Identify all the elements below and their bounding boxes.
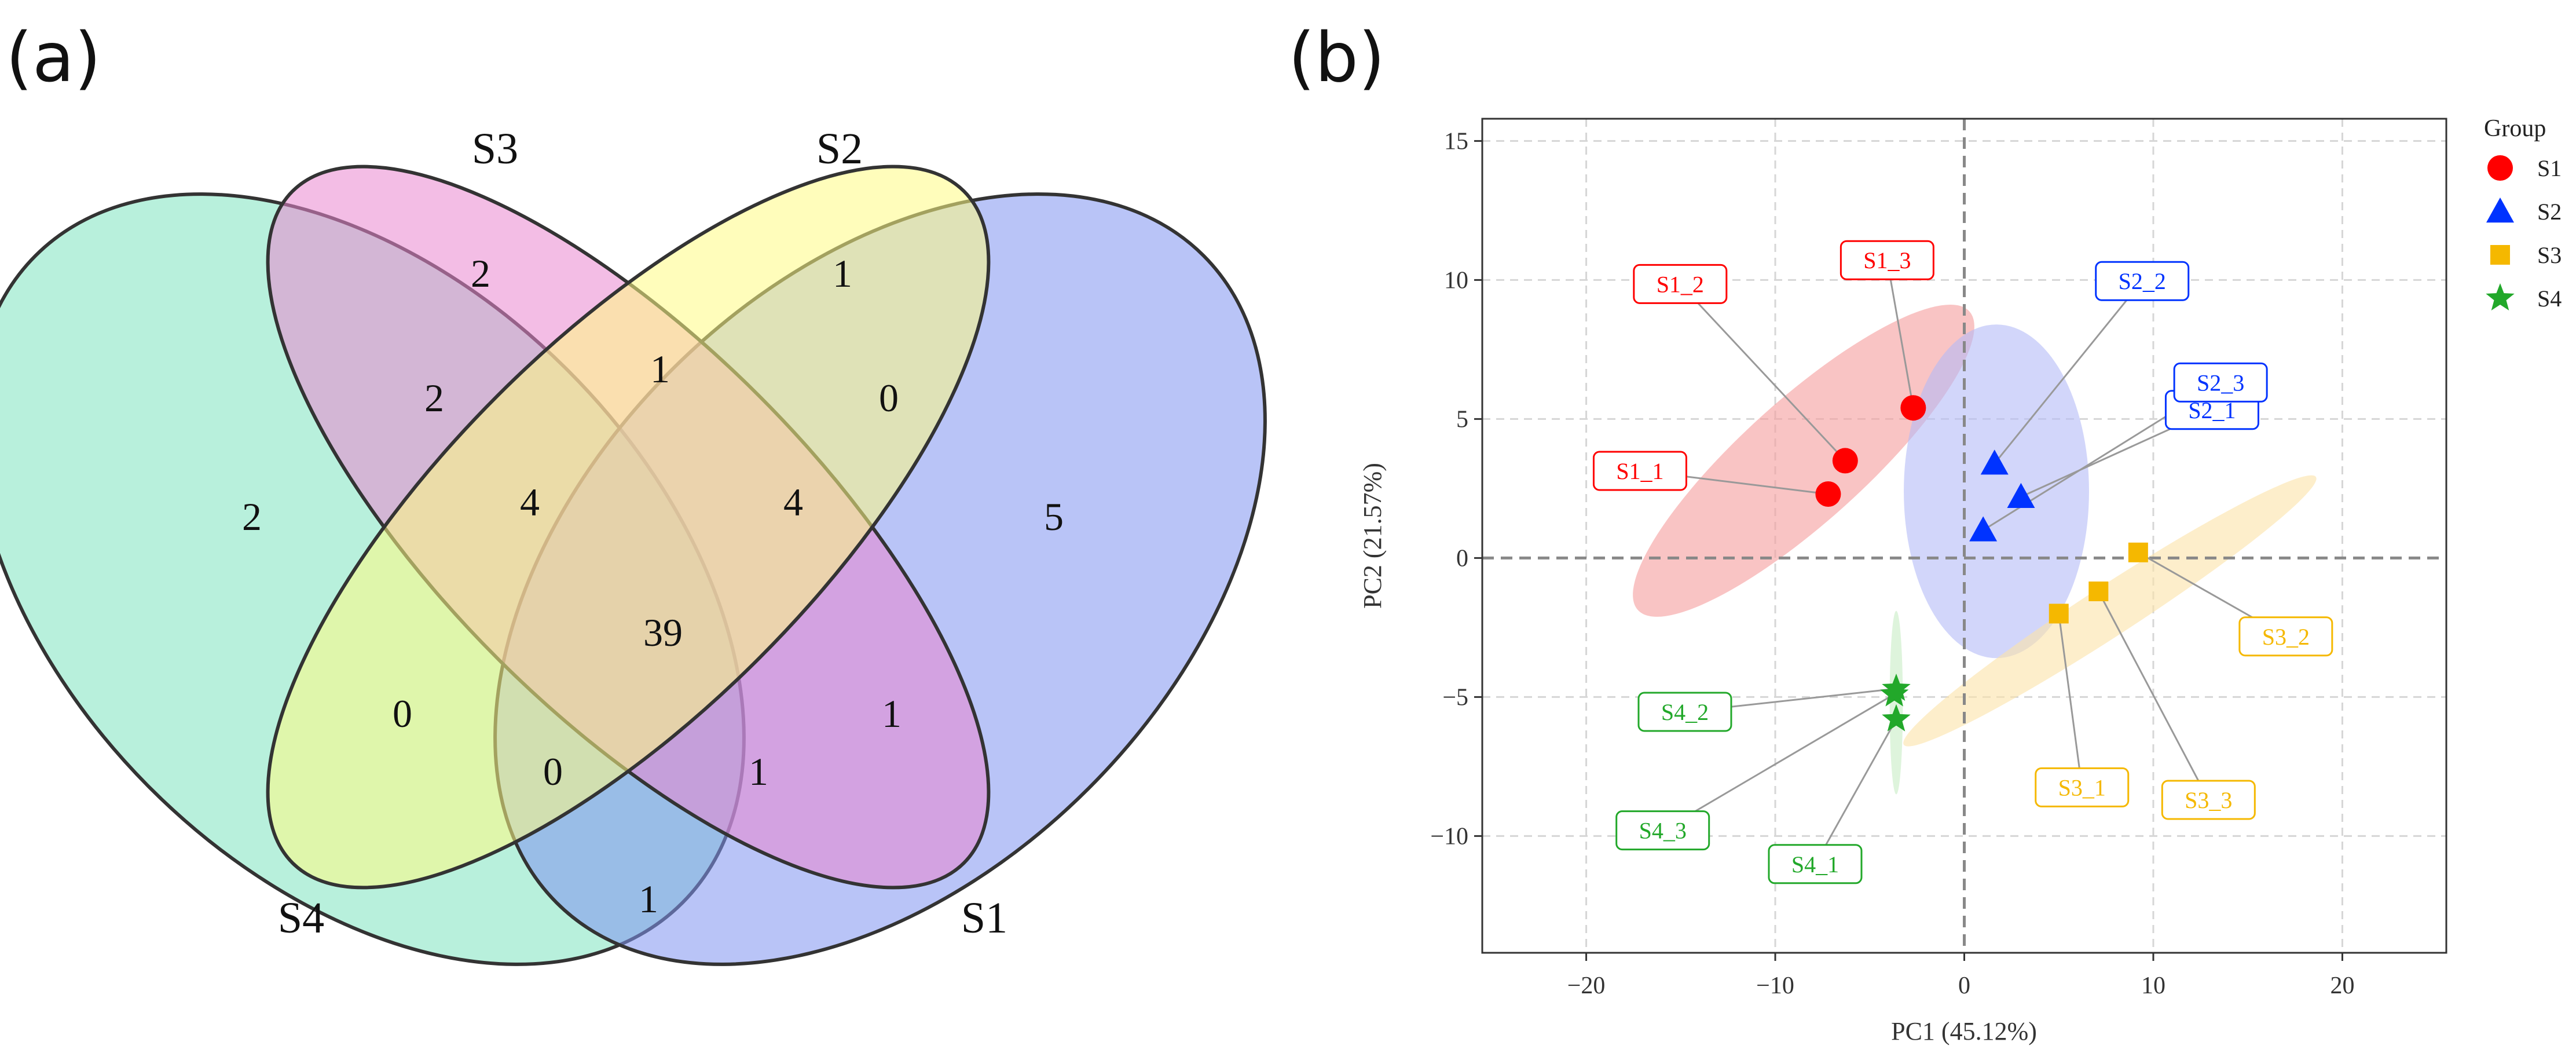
venn-count: 2 xyxy=(424,376,444,420)
y-tick-label: −10 xyxy=(1430,823,1468,850)
venn-count: 39 xyxy=(643,610,683,655)
point-label: S2_3 xyxy=(2197,370,2244,396)
venn-count: 0 xyxy=(393,692,412,736)
legend-key-s2 xyxy=(2486,198,2514,223)
venn-count: 0 xyxy=(879,376,899,420)
y-tick-label: 5 xyxy=(1456,406,1468,433)
point-label-box xyxy=(2238,616,2333,657)
legend-key-s4 xyxy=(2486,283,2515,310)
x-tick-label: 10 xyxy=(2141,972,2165,999)
point-s1-3 xyxy=(1900,395,1926,421)
panel-a-label: (a) xyxy=(6,17,101,97)
venn-count: 2 xyxy=(242,495,262,539)
leader-line xyxy=(1679,283,1846,462)
point-s1-2 xyxy=(1832,448,1858,474)
pca-chart: S1_1S1_2S1_3S2_1S2_2S2_3S3_1S3_2S3_3S4_1… xyxy=(1358,115,2562,1045)
venn-set-label-s3: S3 xyxy=(472,125,518,173)
point-label: S4_1 xyxy=(1791,851,1839,877)
legend: Group S1 S2 S3 S4 xyxy=(2484,115,2562,312)
point-label: S1_2 xyxy=(1657,271,1704,297)
x-tick-label: 0 xyxy=(1958,972,1970,999)
x-axis-title: PC1 (45.12%) xyxy=(1891,1017,2037,1045)
venn-diagram: S3 S2 S4 S1 2 1 2 1 0 2 4 4 5 39 0 1 0 1… xyxy=(0,125,1267,966)
label-leader-lines xyxy=(1640,259,2286,865)
y-tick-label: 15 xyxy=(1444,128,1468,155)
venn-set-label-s1: S1 xyxy=(961,894,1007,942)
venn-count: 0 xyxy=(543,749,563,794)
leader-line xyxy=(1886,259,1914,408)
point-s2-1 xyxy=(2007,482,2035,508)
venn-count: 4 xyxy=(520,480,540,524)
point-label-box xyxy=(1840,240,1934,280)
x-tick-label: −10 xyxy=(1756,972,1794,999)
y-tick-label: 10 xyxy=(1444,267,1468,294)
ellipse-s3 xyxy=(1903,475,2317,747)
legend-key-s1 xyxy=(2487,155,2513,181)
point-label-box xyxy=(1768,844,1863,884)
point-s1-1 xyxy=(1815,481,1841,507)
legend-title: Group xyxy=(2484,115,2546,142)
ellipse-s4 xyxy=(1889,610,1903,795)
point-label-box xyxy=(2035,767,2130,807)
data-points xyxy=(1815,395,2148,732)
venn-set-label-s2: S2 xyxy=(816,125,863,173)
point-label: S1_1 xyxy=(1616,458,1663,484)
point-label: S3_1 xyxy=(2058,774,2106,800)
confidence-ellipses xyxy=(1633,304,2317,795)
point-labels: S1_1S1_2S1_3S2_1S2_2S2_3S3_1S3_2S3_3S4_1… xyxy=(1592,240,2333,884)
point-label-box xyxy=(1633,264,1728,304)
point-label: S4_2 xyxy=(1661,699,1709,725)
panel-b-label: (b) xyxy=(1288,17,1385,97)
ellipse-s1 xyxy=(1633,304,1974,617)
legend-label: S2 xyxy=(2537,199,2562,225)
point-label: S3_2 xyxy=(2262,624,2310,650)
venn-set-label-s4: S4 xyxy=(278,894,324,942)
point-s3-1 xyxy=(2049,604,2069,624)
venn-count: 1 xyxy=(639,877,658,921)
venn-ellipse-s2 xyxy=(266,164,991,890)
point-label-box xyxy=(2173,362,2268,403)
leader-line xyxy=(1662,693,1895,831)
point-s2-3 xyxy=(1969,516,1998,542)
ellipse-s2 xyxy=(1904,324,2089,659)
venn-count: 4 xyxy=(783,480,803,524)
leader-line xyxy=(1994,280,2143,465)
point-label-box xyxy=(2161,780,2256,820)
axis-ticks: −20 −10 0 10 20 −10 −5 0 5 10 15 xyxy=(1430,128,2354,999)
x-tick-label: 20 xyxy=(2330,972,2354,999)
venn-count: 1 xyxy=(749,749,768,794)
legend-label: S4 xyxy=(2537,286,2562,312)
y-axis-title: PC2 (21.57%) xyxy=(1358,463,1387,609)
venn-count: 1 xyxy=(650,347,670,391)
point-label: S1_3 xyxy=(1863,247,1911,273)
point-label-box xyxy=(2095,261,2190,301)
point-s3-3 xyxy=(2088,582,2109,601)
zero-lines xyxy=(1482,119,2446,953)
point-label: S4_3 xyxy=(1639,818,1687,844)
point-label: S2_2 xyxy=(2119,268,2166,294)
point-label: S3_3 xyxy=(2185,787,2232,813)
leader-line xyxy=(2097,591,2209,800)
point-label-box xyxy=(1637,692,1732,732)
x-tick-label: −20 xyxy=(1567,972,1606,999)
y-tick-label: 0 xyxy=(1456,545,1468,572)
point-s4-1 xyxy=(1882,704,1911,732)
venn-count: 2 xyxy=(471,251,490,295)
point-s2-2 xyxy=(1980,449,2009,475)
venn-count: 1 xyxy=(833,251,852,295)
point-label-box xyxy=(1592,451,1687,491)
leader-line xyxy=(2058,613,2083,788)
point-s4-3 xyxy=(1880,679,1909,707)
venn-count: 1 xyxy=(882,692,902,736)
leader-line xyxy=(1814,719,1897,865)
point-label-box xyxy=(1615,810,1710,851)
legend-key-s3 xyxy=(2490,245,2510,265)
point-s3-2 xyxy=(2128,542,2148,562)
venn-count: 5 xyxy=(1044,495,1064,539)
legend-label: S3 xyxy=(2537,242,2562,268)
legend-label: S1 xyxy=(2537,155,2562,181)
y-tick-label: −5 xyxy=(1442,684,1468,711)
